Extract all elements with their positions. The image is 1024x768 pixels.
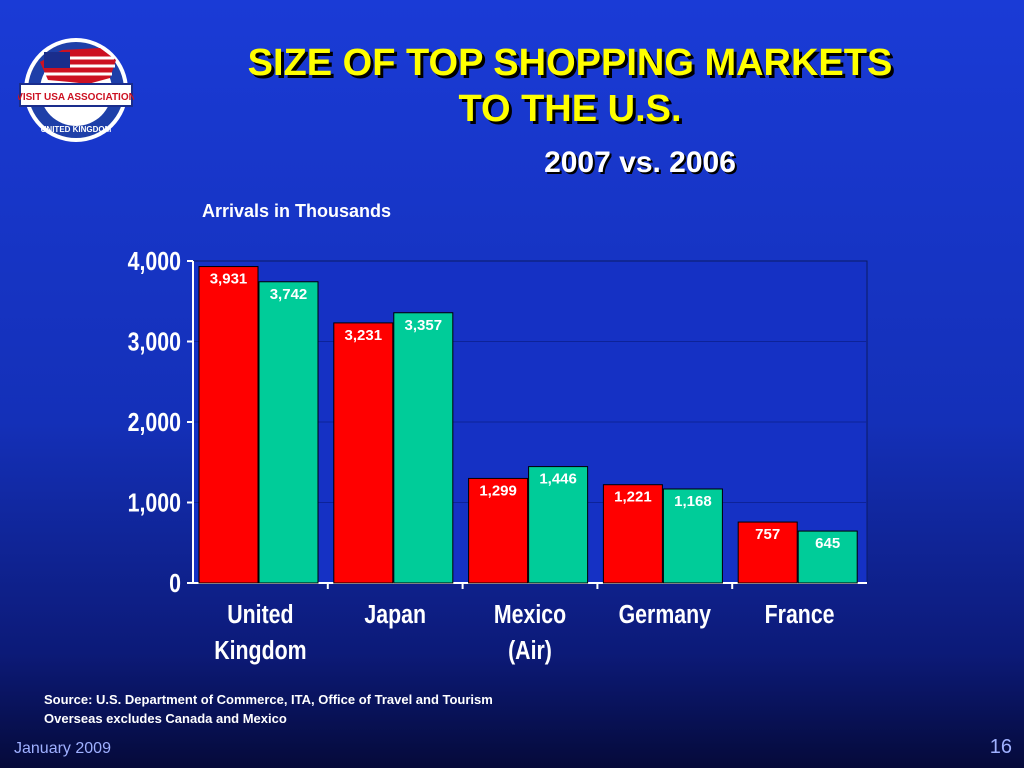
data-label: 3,742 [270,286,308,303]
bar-2007 [333,322,394,584]
bar-2007 [602,484,663,584]
logo-banner [19,83,133,107]
x-tick-label: Mexico [494,600,566,630]
bar-2006 [393,312,454,584]
x-tick-label: France [765,600,835,630]
data-label: 3,931 [210,271,248,288]
data-label: 1,299 [479,482,517,499]
y-tick-label: 3,000 [128,328,181,358]
x-tick-label: Kingdom [214,636,306,666]
data-label: 3,357 [405,317,443,334]
visit-usa-association-logo: VISIT USA ASSOCIATION UNITED KINGDOM [18,38,134,142]
bar-2007 [737,521,798,584]
slide-subtitle: 2007 vs. 2006 [544,146,736,179]
y-tick-label: 4,000 [128,247,181,277]
data-label: 1,168 [674,493,712,510]
slide-title: SIZE OF TOP SHOPPING MARKETS TO THE U.S. [150,40,990,132]
logo-banner-text: VISIT USA ASSOCIATION [18,92,134,103]
title-line-1: SIZE OF TOP SHOPPING MARKETS [247,42,893,84]
y-tick-label: 1,000 [128,489,181,519]
y-tick-label: 2,000 [128,408,181,438]
footer-date: January 2009 [14,740,111,757]
y-tick-label: 0 [169,569,181,599]
source-line-2: Overseas excludes Canada and Mexico [44,711,287,726]
x-tick-label: United [227,600,293,630]
bar-2007 [468,477,529,584]
data-label: 3,231 [345,327,383,344]
page-number: 16 [989,736,1012,758]
logo-ring-text: UNITED KINGDOM [41,125,112,134]
bar-2006 [528,466,589,584]
x-tick-label: (Air) [508,636,552,666]
unit-label: Arrivals in Thousands [202,201,392,221]
bar-2006 [662,488,723,584]
title-line-2: TO THE U.S. [458,88,682,130]
bar-2006 [258,281,319,584]
data-label: 757 [755,526,780,543]
source-line-1: Source: U.S. Department of Commerce, ITA… [44,692,493,707]
x-tick-label: Germany [619,600,712,630]
data-label: 1,221 [614,489,652,506]
bar-2006 [797,530,858,584]
usa-flag-map-icon [40,48,116,84]
source-note: Source: U.S. Department of Commerce, ITA… [44,690,493,728]
data-label: 1,446 [539,471,577,488]
bar-2007 [198,266,259,584]
x-tick-label: Japan [364,600,426,630]
data-label: 645 [815,535,840,552]
